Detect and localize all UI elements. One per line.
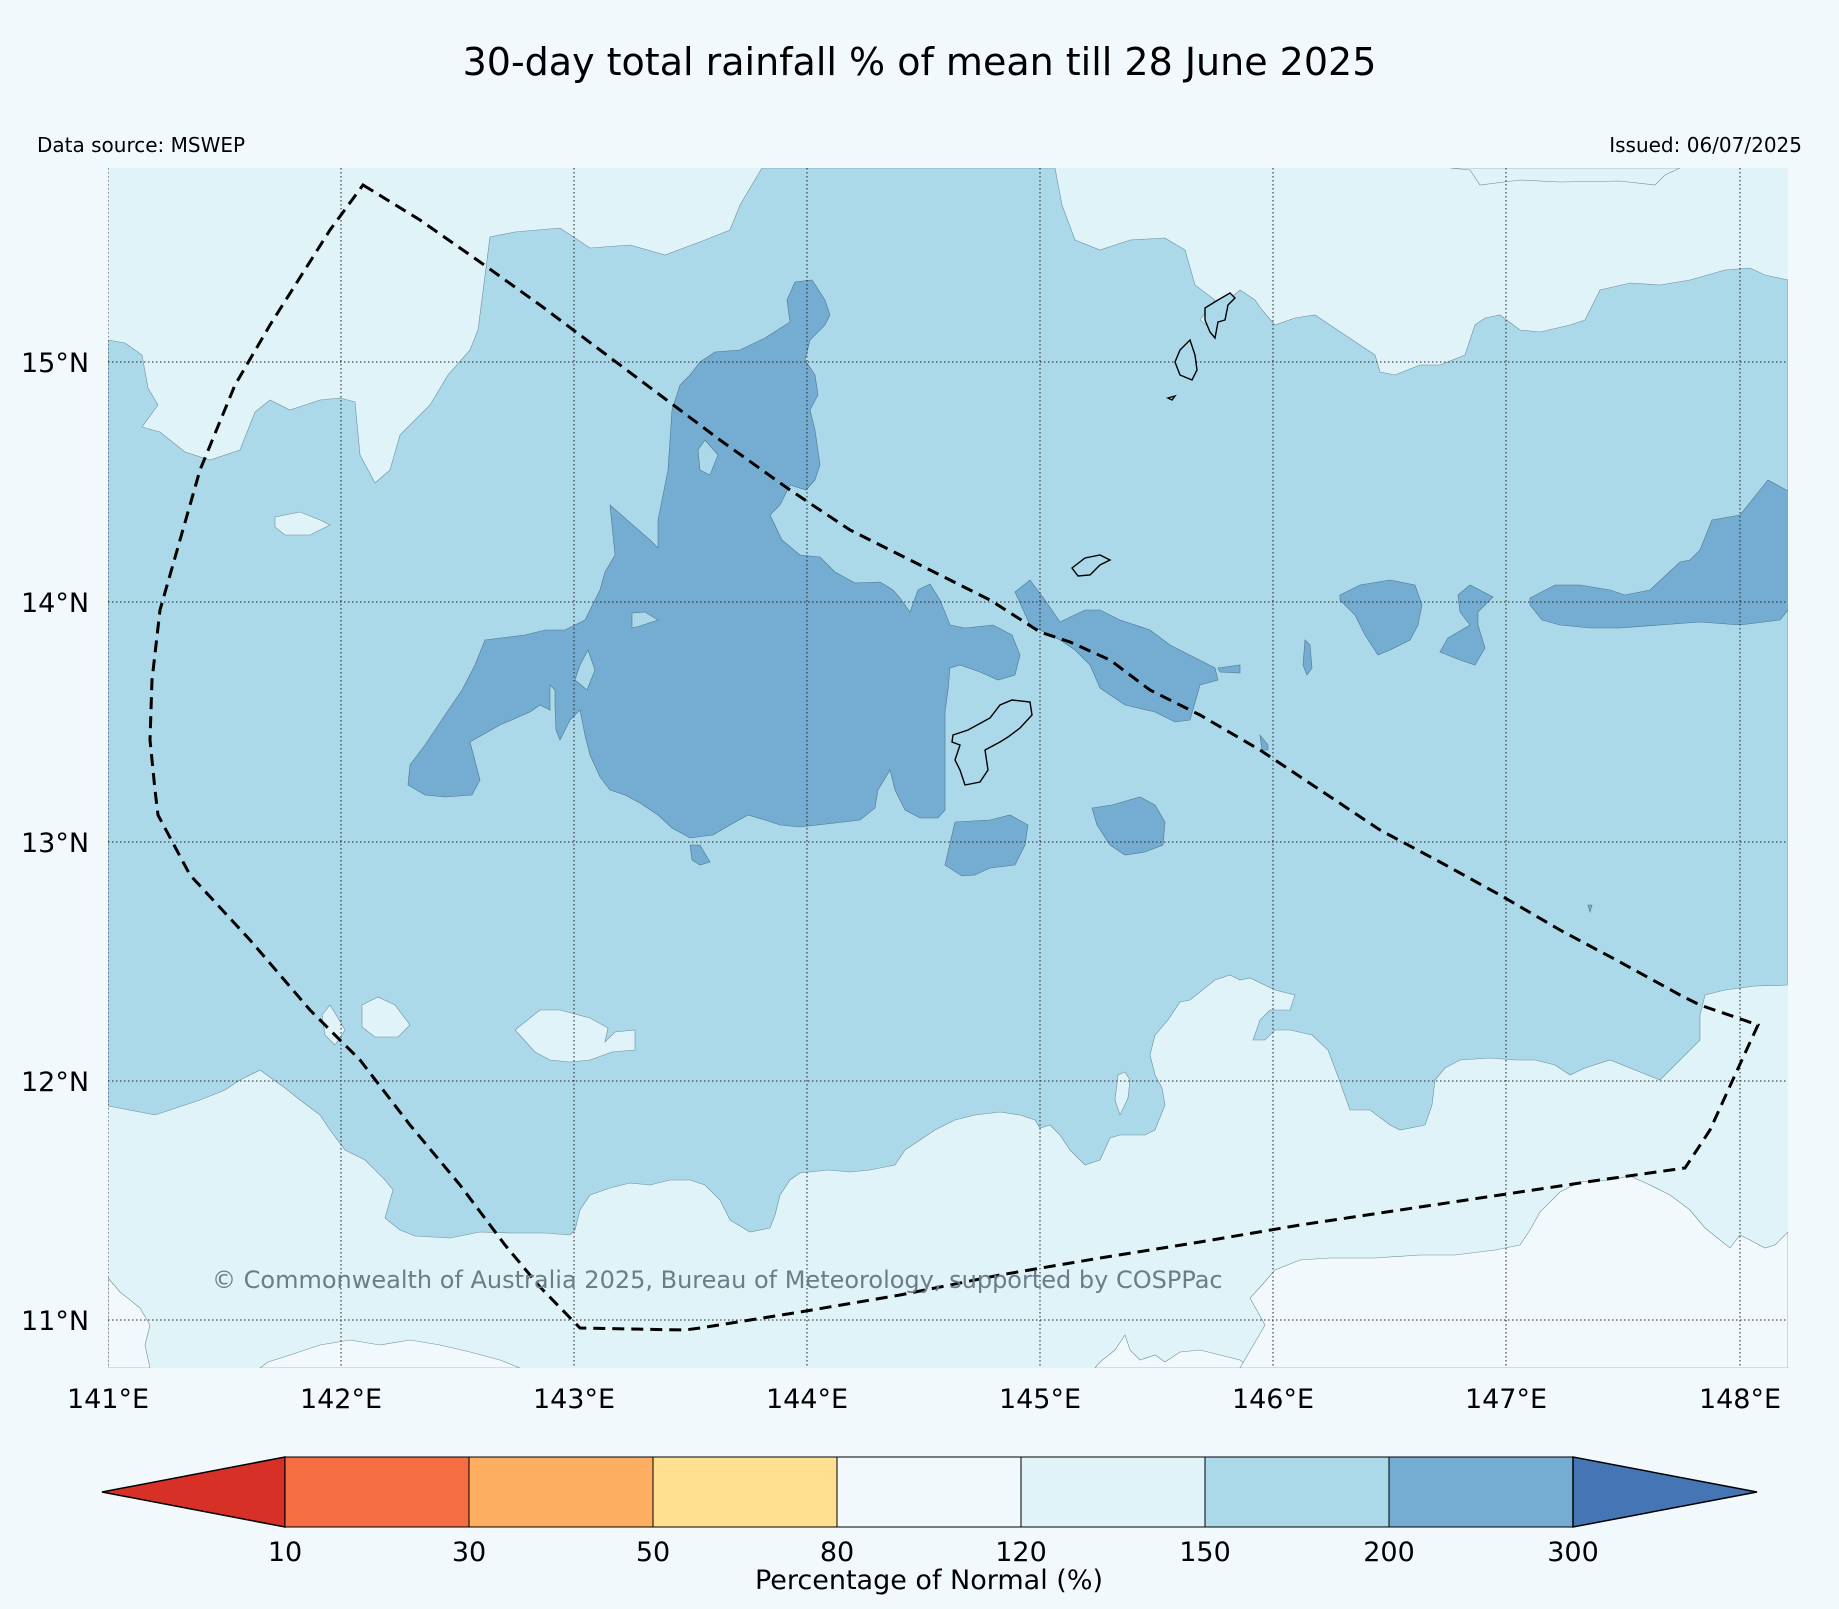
rainfall-120-150-patch <box>321 1004 346 1046</box>
lon-label: 144°E <box>766 1384 848 1415</box>
colorbar-tick-label: 300 <box>1547 1537 1599 1568</box>
island-outlines <box>951 292 1236 786</box>
guam-island <box>951 699 1033 786</box>
colorbar-segment <box>1204 1456 1390 1528</box>
rainfall-200-300-zone <box>1587 904 1593 914</box>
lat-axis: 15°N 14°N 13°N 12°N 11°N <box>21 348 89 1337</box>
colorbar-extend-low <box>101 1456 286 1528</box>
rainfall-200-300-zone <box>1529 479 1788 629</box>
lat-label: 12°N <box>21 1067 89 1098</box>
aguijan-island <box>1166 394 1177 401</box>
tinian-island <box>1174 338 1198 381</box>
rainfall-150-200-patch <box>574 649 596 691</box>
lat-label: 11°N <box>21 1306 89 1337</box>
lon-label: 142°E <box>300 1384 382 1415</box>
rainfall-120-150-patch <box>274 511 331 536</box>
rainfall-200-300-zone <box>1259 733 1269 751</box>
rainfall-200-300-zone <box>1439 584 1494 666</box>
rainfall-200-300-zone <box>1217 664 1241 674</box>
map-gridlines <box>108 168 1788 1368</box>
rainfall-200-300-zone <box>689 844 711 866</box>
colorbar-tick-label: 10 <box>268 1537 302 1568</box>
rainfall-200-300-zone <box>1302 639 1313 676</box>
rainfall-120-150-patch <box>1449 168 1681 186</box>
lat-label: 13°N <box>21 828 89 859</box>
rainfall-200-300-zone <box>944 814 1029 877</box>
rainfall-120-150-patch <box>361 996 411 1038</box>
rainfall-120-150-patch <box>514 1009 636 1063</box>
colorbar-tick-label: 30 <box>452 1537 486 1568</box>
colorbar-label: Percentage of Normal (%) <box>755 1565 1103 1596</box>
rainfall-120-150-patch <box>1114 1071 1131 1116</box>
colorbar-segment <box>1020 1456 1206 1528</box>
rainfall-80-120-patch <box>259 1339 521 1368</box>
rainfall-200-300-zone <box>1339 579 1423 656</box>
rainfall-150-200-patch <box>631 611 659 629</box>
rainfall-200-300-zone <box>1014 579 1219 723</box>
colorbar-extend-high <box>1572 1456 1758 1528</box>
copyright-notice: © Commonwealth of Australia 2025, Bureau… <box>212 1266 1223 1294</box>
colorbar-tick-label: 50 <box>636 1537 670 1568</box>
lon-label: 147°E <box>1465 1384 1547 1415</box>
rota-island <box>1071 554 1112 577</box>
lon-label: 148°E <box>1699 1384 1781 1415</box>
rainfall-150-200-zone <box>108 168 1788 1239</box>
rainfall-80-120-patch <box>108 1277 151 1368</box>
colorbar-tick-label: 200 <box>1363 1537 1415 1568</box>
map-title: 30-day total rainfall % of mean till 28 … <box>462 40 1377 84</box>
colorbar-tick-label: 120 <box>995 1537 1047 1568</box>
colorbar-segment <box>1388 1456 1574 1528</box>
lon-axis: 141°E 142°E 143°E 144°E 145°E 146°E 147°… <box>67 1384 1781 1415</box>
rainfall-200-300-zone <box>407 279 1021 839</box>
colorbar-segment <box>652 1456 838 1528</box>
lon-label: 141°E <box>67 1384 149 1415</box>
rainfall-80-120-patch <box>1094 1334 1251 1368</box>
colorbar-segment <box>284 1456 470 1528</box>
colorbar-segment <box>836 1456 1022 1528</box>
lon-label: 145°E <box>999 1384 1081 1415</box>
rainfall-200-300-zone <box>1091 796 1166 856</box>
colorbar-tick-label: 80 <box>820 1537 854 1568</box>
lon-label: 146°E <box>1232 1384 1314 1415</box>
lat-label: 14°N <box>21 588 89 619</box>
data-source-label: Data source: MSWEP <box>37 133 246 157</box>
colorbar: 10 30 50 80 120 150 200 300 Percentage of Normal… <box>101 1456 1758 1596</box>
rainfall-150-200-patch <box>697 439 719 476</box>
map-area: © Commonwealth of Australia 2025, Bureau… <box>108 168 1788 1368</box>
colorbar-segment <box>468 1456 654 1528</box>
lat-label: 15°N <box>21 348 89 379</box>
lon-label: 143°E <box>533 1384 615 1415</box>
colorbar-tick-label: 150 <box>1179 1537 1231 1568</box>
saipan-island <box>1204 292 1236 340</box>
region-boundary-line <box>148 182 1761 1332</box>
issued-date-label: Issued: 06/07/2025 <box>1609 133 1802 157</box>
